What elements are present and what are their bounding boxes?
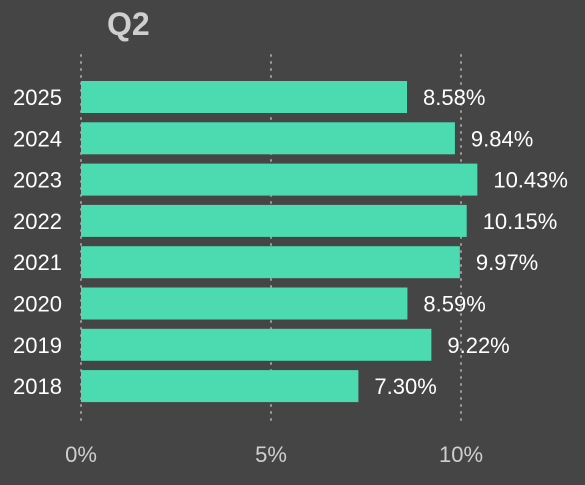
category-label: 2022 (13, 209, 62, 234)
value-label: 9.22% (447, 333, 509, 358)
x-axis-ticks: 0% 5% 10% (65, 442, 483, 467)
category-label: 2020 (13, 292, 62, 317)
chart-title: Q2 (107, 6, 150, 42)
value-label: 8.59% (423, 292, 485, 317)
gridlines (80, 54, 462, 426)
value-label: 9.97% (476, 250, 538, 275)
category-label: 2018 (13, 374, 62, 399)
category-label: 2021 (13, 250, 62, 275)
x-tick-label: 10% (439, 442, 483, 467)
bars (81, 81, 478, 403)
bar (81, 81, 408, 113)
category-label: 2019 (13, 333, 62, 358)
category-label: 2023 (13, 168, 62, 193)
category-label: 2025 (13, 85, 62, 110)
value-label: 10.43% (493, 168, 568, 193)
bar (81, 246, 460, 279)
value-labels: 8.58% 9.84% 10.43% 10.15% 9.97% 8.59% 9.22% 7.3… (374, 85, 568, 399)
value-label: 7.30% (374, 374, 436, 399)
bar (81, 204, 467, 237)
bar (81, 328, 432, 361)
bar (81, 163, 478, 196)
value-label: 9.84% (471, 126, 533, 151)
category-labels: 2025 2024 2023 2022 2021 2020 2019 2018 (13, 85, 62, 399)
category-label: 2024 (13, 126, 62, 151)
value-label: 10.15% (483, 209, 558, 234)
value-label: 8.58% (423, 85, 485, 110)
bar (81, 287, 408, 320)
bar (81, 370, 359, 403)
bar (81, 122, 455, 155)
x-tick-label: 5% (255, 442, 287, 467)
x-tick-label: 0% (65, 442, 97, 467)
